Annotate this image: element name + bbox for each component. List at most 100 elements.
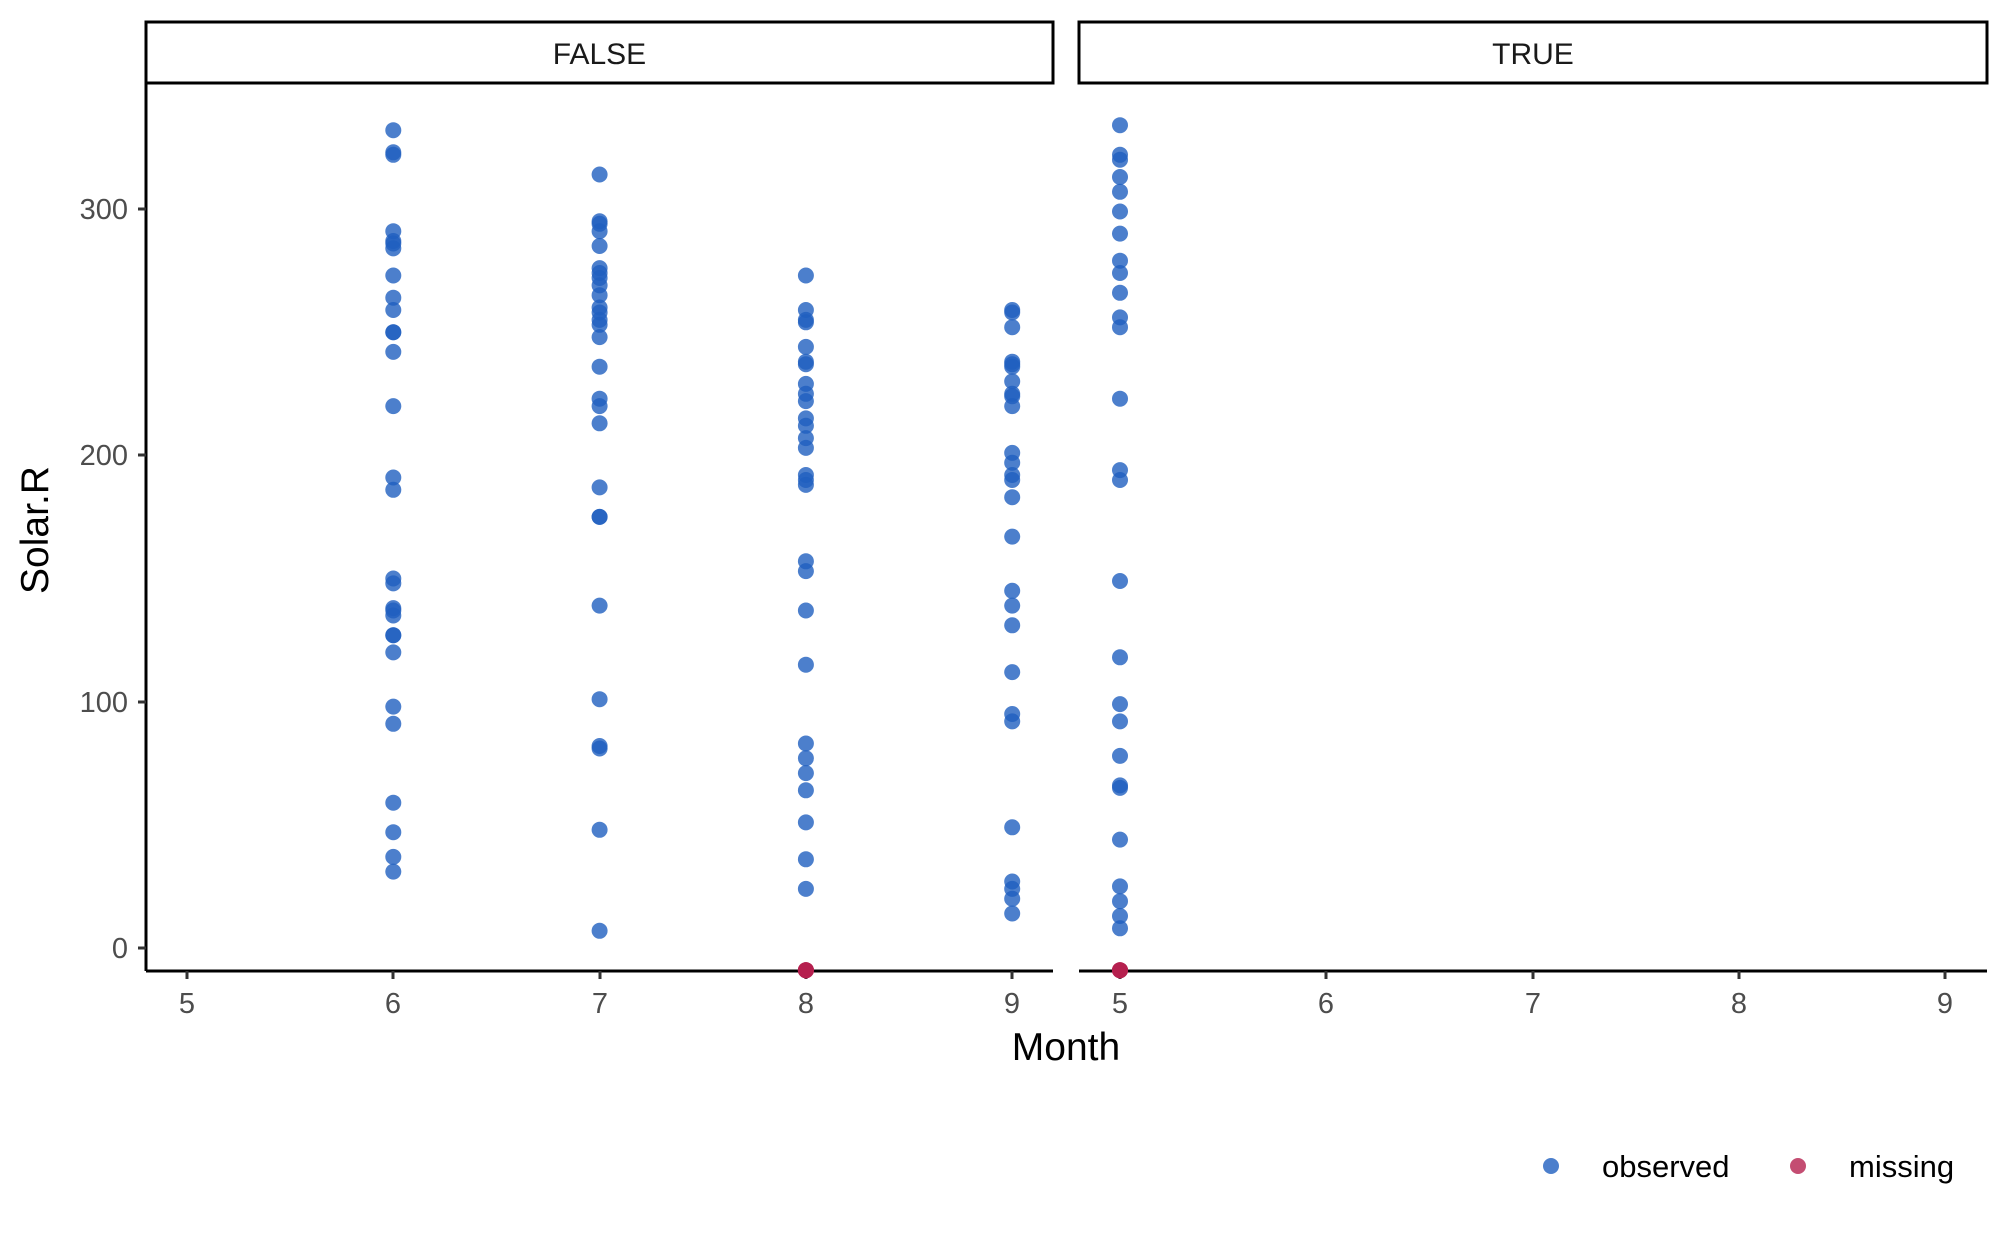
observed-point [385,240,402,257]
legend-label-observed: observed [1602,1149,1730,1184]
observed-point [385,469,402,486]
legend-label-missing: missing [1849,1149,1954,1184]
observed-point [1112,252,1128,269]
x-tick-label: 7 [1525,988,1541,1020]
x-tick-label: 6 [1318,988,1334,1020]
observed-point [797,439,814,456]
y-tick-label: 200 [80,440,128,472]
observed-point [385,824,402,841]
observed-point [385,481,402,498]
observed-point [591,740,608,757]
observed-point [385,627,402,644]
observed-point [1004,454,1021,471]
x-axis-ticks-right: 5 6 7 8 9 [1112,971,1953,1020]
x-axis-title: Month [1012,1026,1120,1069]
observed-point [1112,265,1128,281]
observed-point [1112,908,1128,924]
x-tick-label: 5 [179,988,195,1020]
legend-key-observed [1543,1158,1559,1174]
observed-point [1112,649,1128,666]
observed-point [385,607,402,624]
observed-point [591,508,608,525]
observed-point [797,880,814,897]
observed-point [1004,373,1021,390]
x-tick-label: 6 [385,988,401,1020]
observed-point [1112,183,1128,200]
observed-point [797,356,814,373]
observed-point [591,691,608,708]
y-tick-label: 300 [80,194,128,226]
observed-point [1112,472,1128,488]
x-axis-ticks-left: 5 6 7 8 9 [179,971,1020,1020]
observed-point [591,821,608,838]
observed-point [797,735,814,752]
y-tick-label: 0 [112,933,128,965]
observed-point [797,563,814,580]
observed-point [385,863,402,880]
observed-point [1004,472,1021,488]
observed-point [1004,398,1021,415]
observed-point [591,238,608,254]
observed-point [1004,713,1021,730]
observed-point [1112,390,1128,407]
observed-point [797,782,814,799]
observed-point [797,656,814,673]
x-tick-label: 9 [1937,988,1953,1020]
observed-point [1112,151,1128,168]
observed-point [591,922,608,939]
observed-point [1004,664,1021,681]
observed-point [385,343,402,360]
observed-point [797,814,814,831]
observed-point [591,316,608,333]
observed-point [1112,203,1128,220]
observed-point [1004,617,1021,634]
observed-point [385,644,402,661]
observed-point [797,765,814,782]
observed-point [591,398,608,415]
x-tick-label: 8 [1731,988,1747,1020]
legend-key-missing [1790,1158,1806,1174]
observed-point [1004,319,1021,336]
observed-point [797,602,814,619]
observed-point [1112,779,1128,796]
observed-point [1112,878,1128,895]
observed-point [385,575,402,592]
observed-point [797,750,814,767]
observed-point [1004,304,1021,321]
observed-point [797,393,814,410]
observed-point [591,287,608,304]
legend: observed missing [1543,1149,1954,1184]
x-tick-label: 5 [1112,988,1128,1020]
observed-point [1004,528,1021,545]
observed-point [385,324,402,341]
facet-strip-left: FALSE [144,20,1055,85]
missing-point [1112,962,1128,979]
observed-point [797,476,814,493]
observed-point [591,223,608,240]
observed-point [797,851,814,868]
observed-point [1004,597,1021,614]
observed-point [797,267,814,284]
observed-point [1112,893,1128,910]
x-tick-label: 8 [798,988,814,1020]
observed-point [1112,831,1128,848]
observed-point [1112,696,1128,713]
observed-point [1004,358,1021,375]
observed-point [385,146,402,163]
observed-point [1004,489,1021,506]
x-tick-label: 9 [1004,988,1020,1020]
missing-point [797,962,814,979]
x-tick-label: 7 [592,988,608,1020]
facet-strip-right: TRUE [1077,20,1989,85]
observed-point [385,698,402,715]
y-axis-title: Solar.R [14,466,57,594]
observed-point [797,314,814,331]
observed-point [1112,319,1128,336]
observed-point [385,122,402,139]
observed-point [385,289,402,306]
observed-point [1112,225,1128,242]
facet-label-left: FALSE [553,38,646,71]
observed-point [1004,890,1021,907]
observed-point [1112,747,1128,764]
